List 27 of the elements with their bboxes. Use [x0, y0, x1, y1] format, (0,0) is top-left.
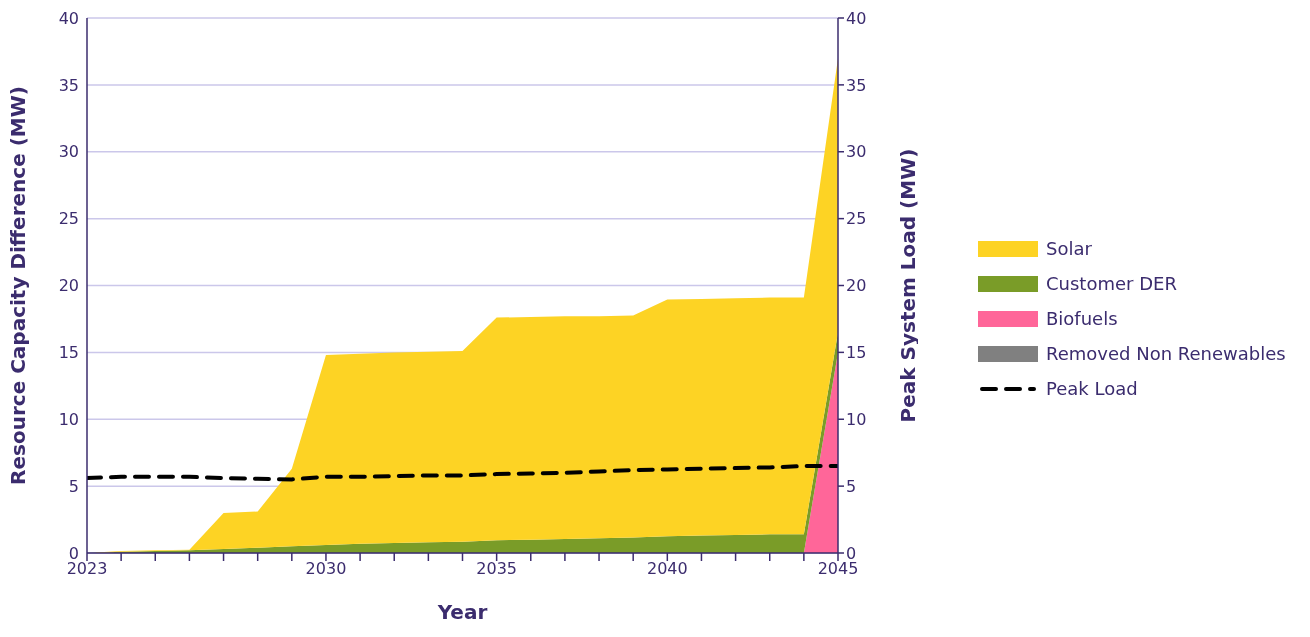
y2-tick-label: 5 — [846, 476, 857, 496]
x-tick-label: 2030 — [305, 559, 347, 579]
legend-label: Customer DER — [1046, 273, 1177, 294]
legend-label: Removed Non Renewables — [1046, 343, 1286, 364]
x-tick-label: 2040 — [646, 559, 688, 579]
y2-tick-label: 25 — [846, 209, 867, 229]
y-axis-title: Resource Capacity Difference (MW) — [6, 86, 31, 485]
y-tick-label: 25 — [58, 209, 79, 229]
y-tick-label: 20 — [58, 276, 79, 296]
y2-tick-label: 10 — [846, 409, 867, 429]
y2-tick-label: 30 — [846, 142, 867, 162]
y2-tick-label: 35 — [846, 75, 867, 95]
y2-tick-label: 15 — [846, 343, 867, 363]
y-tick-label: 5 — [68, 476, 79, 496]
y-tick-label: 35 — [58, 75, 79, 95]
legend-label: Solar — [1046, 238, 1092, 259]
legend-label: Biofuels — [1046, 308, 1118, 329]
x-axis-title: Year — [436, 600, 488, 624]
y2-tick-label: 40 — [846, 8, 867, 28]
y-tick-label: 15 — [58, 343, 79, 363]
line-series — [87, 464, 838, 482]
y-tick-label: 30 — [58, 142, 79, 162]
y-tick-label: 10 — [58, 409, 79, 429]
y2-tick-label: 20 — [846, 276, 867, 296]
y-tick-label: 40 — [58, 8, 79, 28]
x-tick-label: 2035 — [476, 559, 517, 579]
legend-label: Peak Load — [1046, 378, 1138, 399]
